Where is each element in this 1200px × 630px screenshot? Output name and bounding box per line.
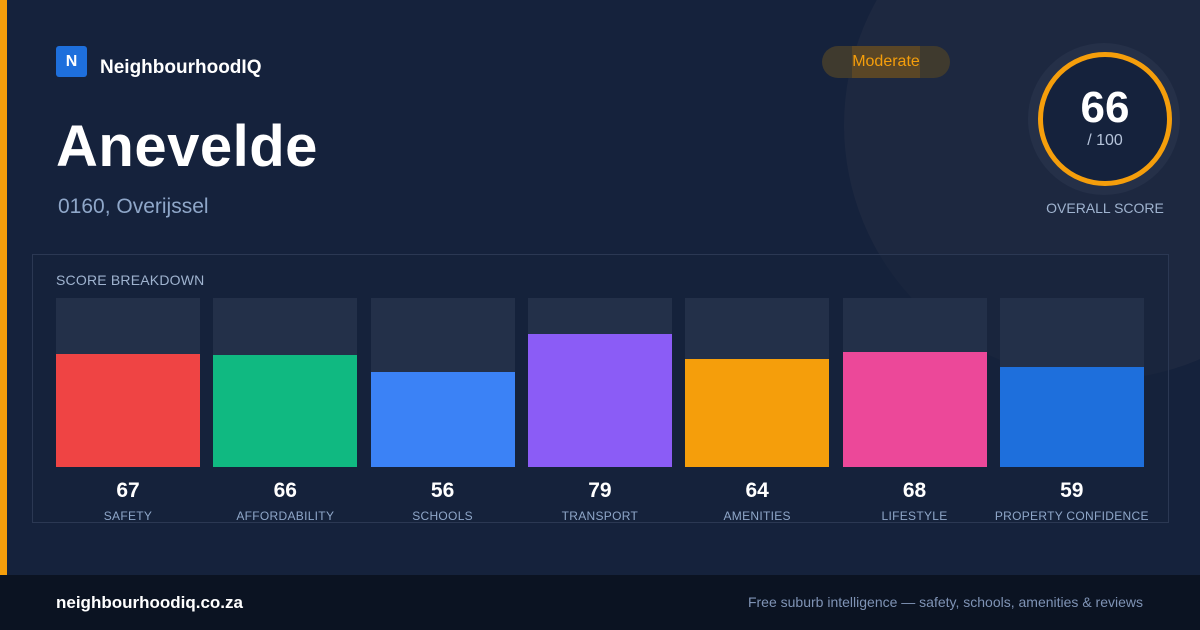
bar-safety: 67 SAFETY: [56, 298, 200, 523]
bar-track: [213, 298, 358, 467]
bar-amenities: 64 AMENITIES: [685, 298, 830, 523]
rating-badge: Moderate: [822, 46, 950, 78]
bar-fill: [842, 352, 987, 467]
bar-value: 66: [273, 479, 297, 502]
bar-fill: [999, 367, 1144, 467]
bar-track: [527, 298, 672, 467]
bar-schools: 56 SCHOOLS: [370, 298, 515, 523]
bar-fill: [685, 358, 830, 467]
footer-tagline: Free suburb intelligence — safety, schoo…: [747, 594, 1143, 610]
bar-value: 67: [116, 479, 140, 502]
bar-track: [685, 298, 830, 467]
footer: [0, 575, 1200, 630]
overall-score-max: / 100: [1087, 132, 1123, 149]
bar-label: AFFORDABILITY: [236, 509, 335, 523]
bar-transport: 79 TRANSPORT: [527, 298, 672, 523]
bar-affordability: 66 AFFORDABILITY: [213, 298, 358, 523]
bar-value: 56: [430, 479, 455, 502]
rating-badge-label: Moderate: [852, 53, 920, 70]
bar-track: [56, 298, 200, 467]
bar-value: 79: [588, 479, 612, 502]
bar-value: 59: [1060, 479, 1084, 502]
bar-fill: [527, 333, 672, 467]
overall-score-label: OVERALL SCORE: [1046, 200, 1164, 216]
bar-label: SAFETY: [103, 509, 153, 523]
bar-track: [370, 298, 515, 467]
bar-property-confidence: 59 PROPERTY CONFIDENCE: [995, 298, 1148, 523]
bar-fill: [370, 372, 515, 467]
breakdown-title: SCORE BREAKDOWN: [56, 272, 205, 288]
bar-fill: [213, 355, 358, 467]
bar-label: TRANSPORT: [561, 509, 639, 523]
page-title: Anevelde: [56, 114, 318, 179]
bar-track: [842, 298, 987, 467]
logo-icon: N: [56, 46, 87, 77]
bar-value: 64: [745, 479, 769, 502]
bar-value: 68: [902, 479, 927, 502]
bar-lifestyle: 68 LIFESTYLE: [842, 298, 987, 523]
bar-fill: [56, 353, 200, 467]
bar-label: PROPERTY CONFIDENCE: [994, 509, 1149, 523]
brand-name: NeighbourhoodIQ: [100, 57, 262, 78]
location-subtitle: 0160, Overijssel: [58, 195, 209, 218]
bar-label: AMENITIES: [723, 509, 791, 523]
overall-score-value: 66: [1080, 83, 1130, 132]
bar-track: [999, 298, 1144, 467]
overall-score-ring: [1038, 52, 1172, 186]
accent-bar: [0, 0, 7, 575]
footer-url[interactable]: neighbourhoodiq.co.za: [56, 593, 243, 612]
bar-label: LIFESTYLE: [881, 509, 948, 523]
bar-label: SCHOOLS: [412, 509, 473, 523]
